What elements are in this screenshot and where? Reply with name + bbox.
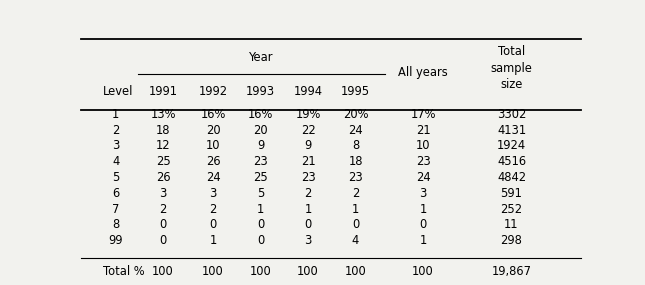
Text: 8: 8 — [112, 218, 119, 231]
Text: 26: 26 — [206, 155, 221, 168]
Text: 20: 20 — [253, 124, 268, 137]
Text: 2: 2 — [210, 203, 217, 215]
Text: 3302: 3302 — [497, 108, 526, 121]
Text: All years: All years — [398, 66, 448, 79]
Text: 298: 298 — [501, 234, 522, 247]
Text: 0: 0 — [257, 234, 264, 247]
Text: 25: 25 — [155, 155, 170, 168]
Text: 2: 2 — [352, 187, 359, 200]
Text: 0: 0 — [419, 218, 426, 231]
Text: 1: 1 — [210, 234, 217, 247]
Text: 16%: 16% — [248, 108, 273, 121]
Text: 100: 100 — [203, 265, 224, 278]
Text: 22: 22 — [301, 124, 315, 137]
Text: 0: 0 — [257, 218, 264, 231]
Text: 16%: 16% — [201, 108, 226, 121]
Text: 17%: 17% — [410, 108, 436, 121]
Text: 100: 100 — [297, 265, 319, 278]
Text: 21: 21 — [416, 124, 430, 137]
Text: 23: 23 — [415, 155, 430, 168]
Text: 4842: 4842 — [497, 171, 526, 184]
Text: 9: 9 — [257, 139, 264, 152]
Text: 19%: 19% — [295, 108, 321, 121]
Text: 12: 12 — [156, 139, 170, 152]
Text: 5: 5 — [257, 187, 264, 200]
Text: 1: 1 — [112, 108, 119, 121]
Text: 19,867: 19,867 — [491, 265, 531, 278]
Text: 0: 0 — [159, 234, 166, 247]
Text: 24: 24 — [348, 124, 363, 137]
Text: 3: 3 — [210, 187, 217, 200]
Text: 9: 9 — [304, 139, 312, 152]
Text: 1994: 1994 — [293, 85, 322, 98]
Text: Year: Year — [250, 51, 274, 64]
Text: 20: 20 — [206, 124, 221, 137]
Text: 23: 23 — [348, 171, 363, 184]
Text: 1924: 1924 — [497, 139, 526, 152]
Text: 1991: 1991 — [148, 85, 177, 98]
Text: 6: 6 — [112, 187, 119, 200]
Text: 2: 2 — [159, 203, 167, 215]
Text: 0: 0 — [159, 218, 166, 231]
Text: 591: 591 — [501, 187, 522, 200]
Text: 7: 7 — [112, 203, 119, 215]
Text: 20%: 20% — [342, 108, 368, 121]
Text: 0: 0 — [210, 218, 217, 231]
Text: 1: 1 — [304, 203, 312, 215]
Text: 252: 252 — [501, 203, 522, 215]
Text: 1: 1 — [352, 203, 359, 215]
Text: 4131: 4131 — [497, 124, 526, 137]
Text: 4516: 4516 — [497, 155, 526, 168]
Text: 23: 23 — [253, 155, 268, 168]
Text: 24: 24 — [206, 171, 221, 184]
Text: 3: 3 — [112, 139, 119, 152]
Text: Total
sample
size: Total sample size — [491, 45, 533, 91]
Text: 2: 2 — [304, 187, 312, 200]
Text: 1: 1 — [419, 203, 426, 215]
Text: 4: 4 — [112, 155, 119, 168]
Text: 26: 26 — [156, 171, 170, 184]
Text: 4: 4 — [352, 234, 359, 247]
Text: 1993: 1993 — [246, 85, 275, 98]
Text: 8: 8 — [352, 139, 359, 152]
Text: 1995: 1995 — [341, 85, 370, 98]
Text: 3: 3 — [304, 234, 312, 247]
Text: 18: 18 — [348, 155, 362, 168]
Text: 1992: 1992 — [199, 85, 228, 98]
Text: 100: 100 — [152, 265, 174, 278]
Text: Total %: Total % — [103, 265, 144, 278]
Text: 11: 11 — [504, 218, 519, 231]
Text: 0: 0 — [352, 218, 359, 231]
Text: 5: 5 — [112, 171, 119, 184]
Text: 18: 18 — [156, 124, 170, 137]
Text: Level: Level — [103, 85, 134, 98]
Text: 1: 1 — [419, 234, 426, 247]
Text: 10: 10 — [416, 139, 430, 152]
Text: 100: 100 — [412, 265, 434, 278]
Text: 3: 3 — [159, 187, 167, 200]
Text: 25: 25 — [253, 171, 268, 184]
Text: 100: 100 — [250, 265, 272, 278]
Text: 0: 0 — [304, 218, 312, 231]
Text: 2: 2 — [112, 124, 119, 137]
Text: 1: 1 — [257, 203, 264, 215]
Text: 3: 3 — [419, 187, 427, 200]
Text: 99: 99 — [108, 234, 123, 247]
Text: 13%: 13% — [150, 108, 176, 121]
Text: 10: 10 — [206, 139, 221, 152]
Text: 21: 21 — [301, 155, 315, 168]
Text: 24: 24 — [416, 171, 430, 184]
Text: 23: 23 — [301, 171, 315, 184]
Text: 100: 100 — [344, 265, 366, 278]
